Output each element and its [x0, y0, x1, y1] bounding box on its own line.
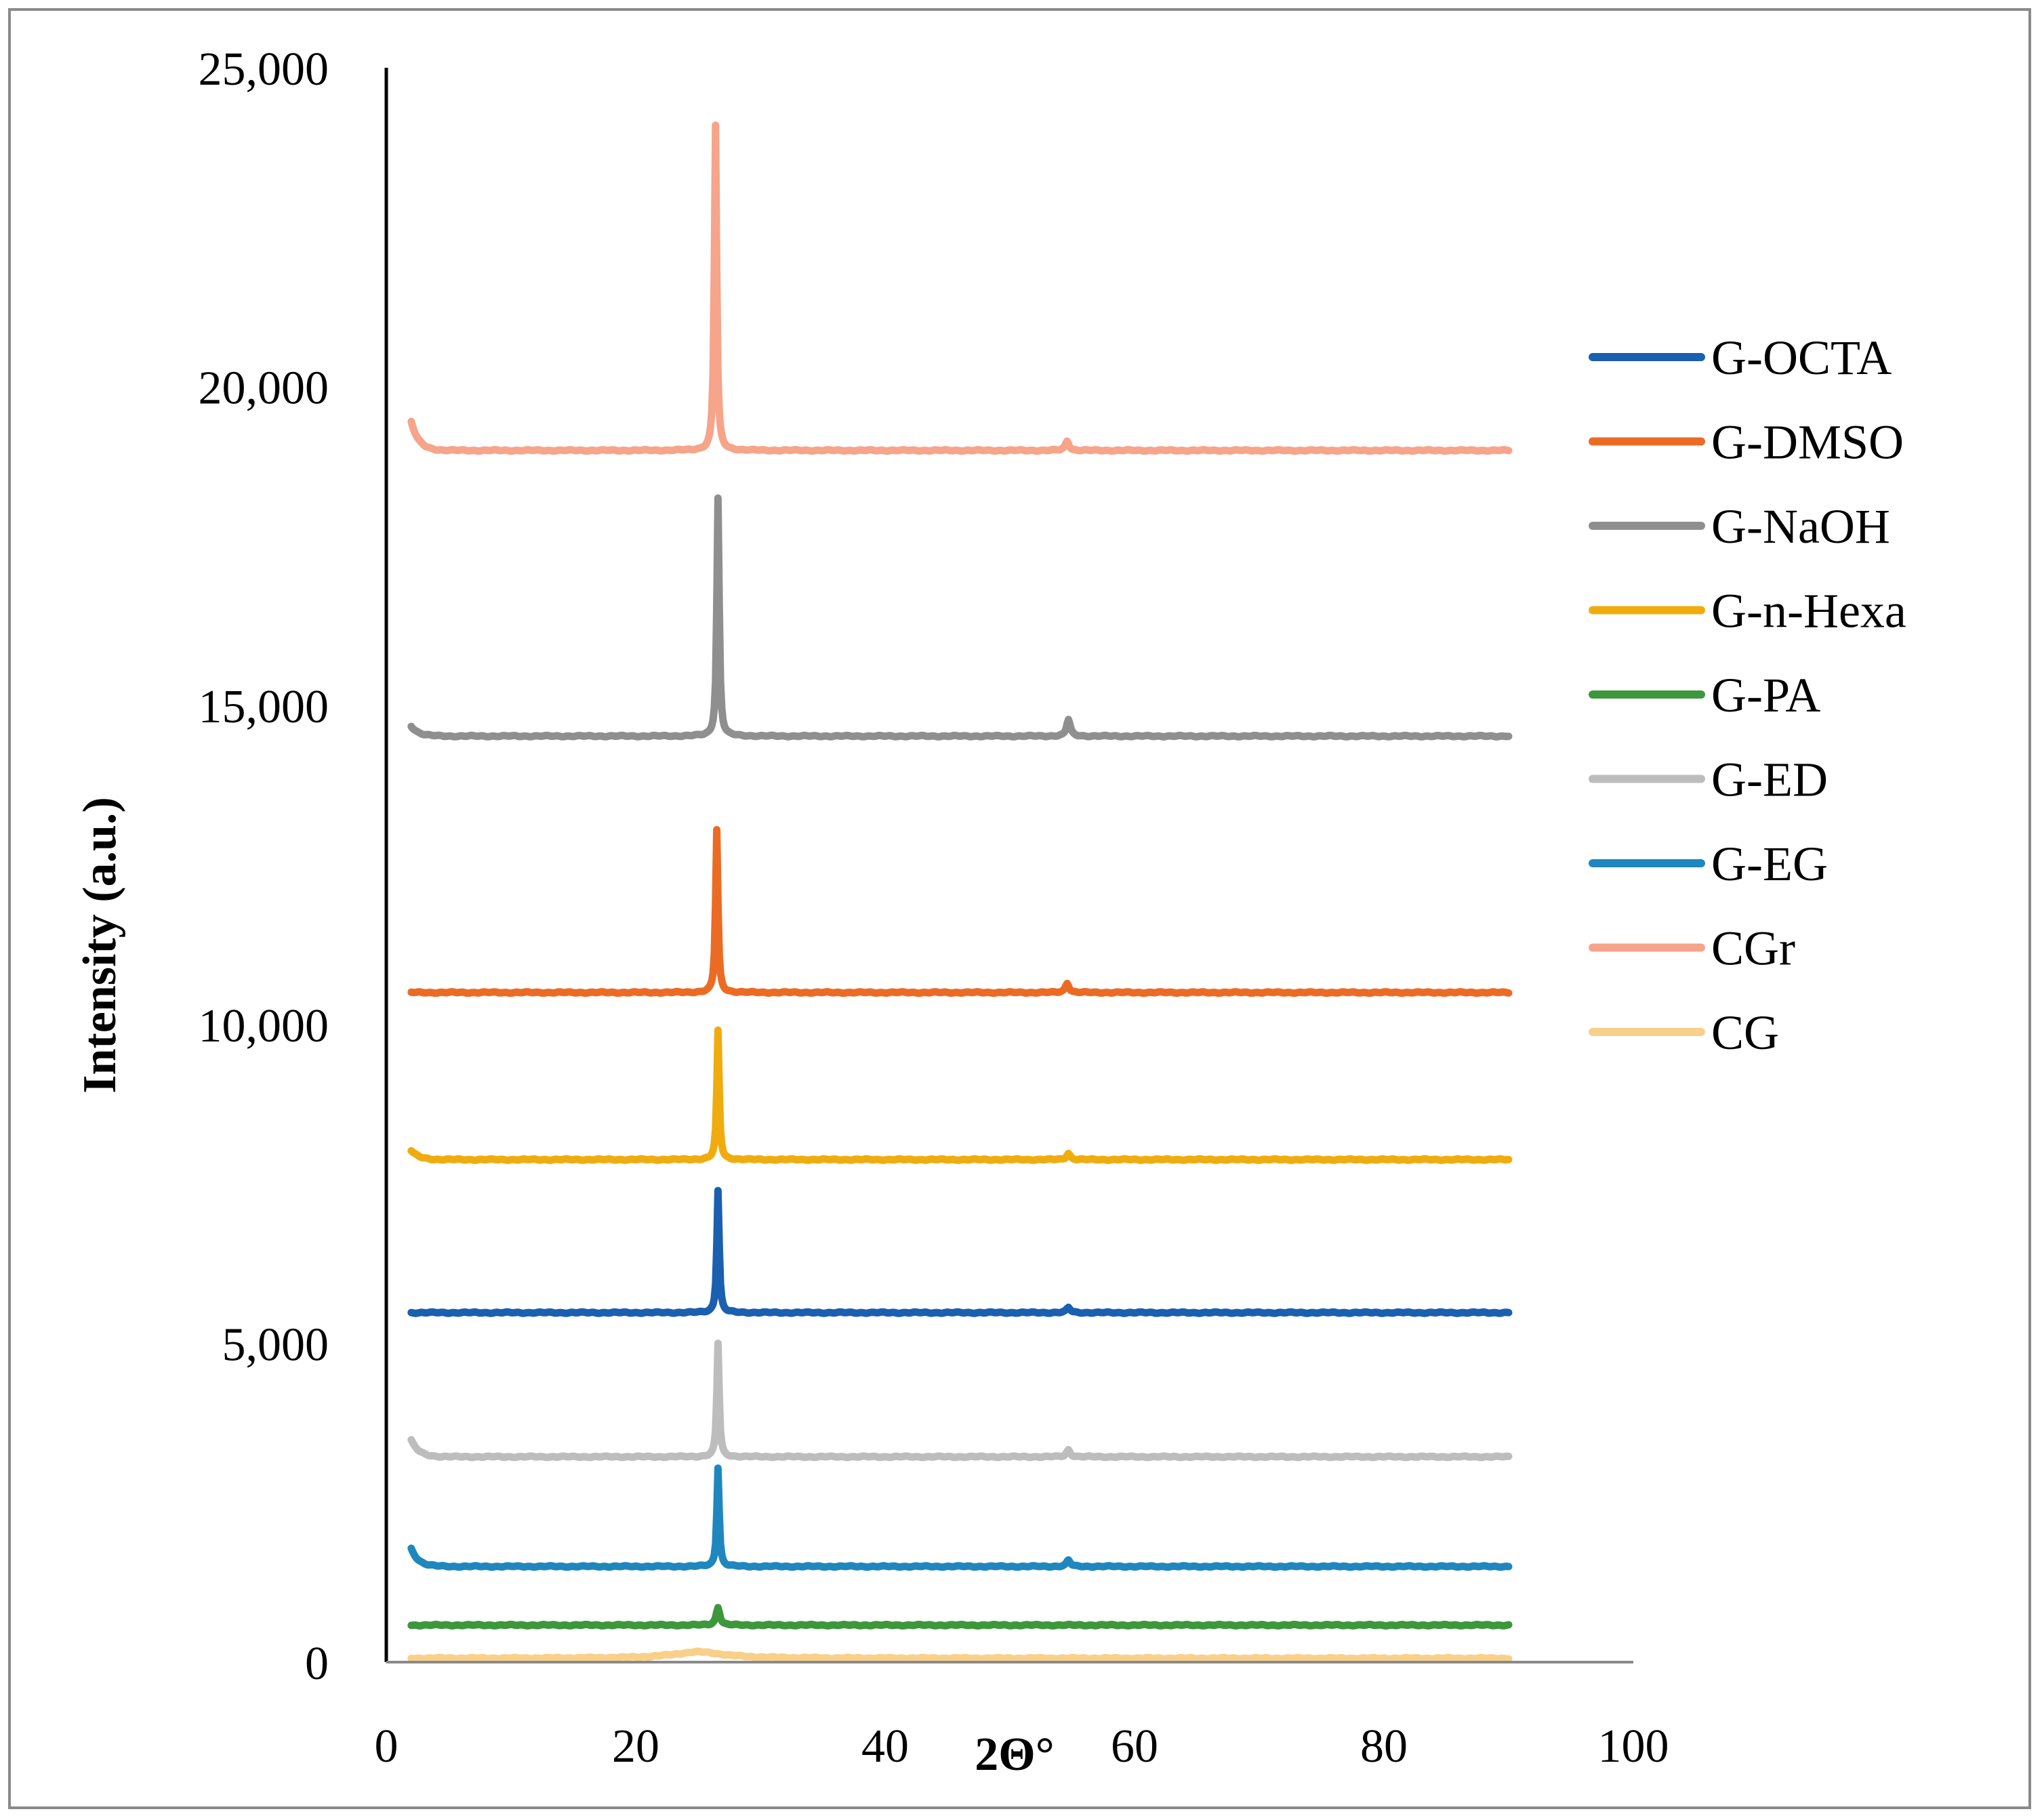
series-layer	[407, 121, 1513, 1663]
legend-label: CGr	[1711, 922, 1795, 976]
legend-label: CG	[1711, 1006, 1779, 1060]
x-tick-label: 80	[1360, 1720, 1408, 1773]
legend-label: G-PA	[1711, 668, 1820, 722]
legend: G-OCTA G-DMSO G-NaOH G-n-Hexa G-PA G-ED G-EG CG…	[1589, 331, 1906, 1060]
x-tick-label: 60	[1111, 1720, 1158, 1773]
x-tick-label: 40	[861, 1720, 909, 1773]
y-tick-label: 0	[305, 1638, 329, 1690]
series-line-g-dmso	[407, 826, 1513, 997]
x-tick-label: 0	[375, 1720, 399, 1773]
legend-label: G-OCTA	[1711, 331, 1892, 385]
y-tick-label: 10,000	[199, 1000, 329, 1052]
series-line-g-pa	[407, 1604, 1513, 1630]
y-tick-label: 25,000	[199, 43, 329, 96]
series-line-cgr	[407, 121, 1513, 455]
series-line-g-ed	[407, 1340, 1513, 1462]
series-line-g-eg	[407, 1464, 1513, 1571]
x-tick-label: 20	[612, 1720, 659, 1773]
legend-label: G-EG	[1711, 837, 1828, 891]
legend-label: G-n-Hexa	[1711, 584, 1906, 638]
series-line-cg	[407, 1647, 1513, 1663]
legend-label: G-DMSO	[1711, 415, 1904, 470]
series-line-g-naoh	[407, 494, 1513, 741]
y-tick-label: 20,000	[199, 363, 329, 415]
y-tick-labels: 0 5,000 10,000 15,000 20,000 25,000	[199, 43, 329, 1690]
legend-label: G-ED	[1711, 753, 1828, 807]
y-tick-label: 5,000	[222, 1319, 329, 1371]
y-axis-title: Intensity (a.u.)	[74, 797, 126, 1094]
x-axis-title: 2Θ°	[975, 1729, 1054, 1781]
legend-label: G-NaOH	[1711, 499, 1890, 554]
series-line-g-octa	[407, 1186, 1513, 1317]
series-line-g-n-hexa	[407, 1026, 1513, 1164]
y-tick-label: 15,000	[199, 681, 329, 733]
x-tick-labels: 0 20 40 60 80 100	[375, 1720, 1669, 1773]
axes-layer	[384, 68, 1633, 1663]
x-tick-label: 100	[1598, 1720, 1669, 1773]
chart-frame	[8, 8, 2031, 1809]
